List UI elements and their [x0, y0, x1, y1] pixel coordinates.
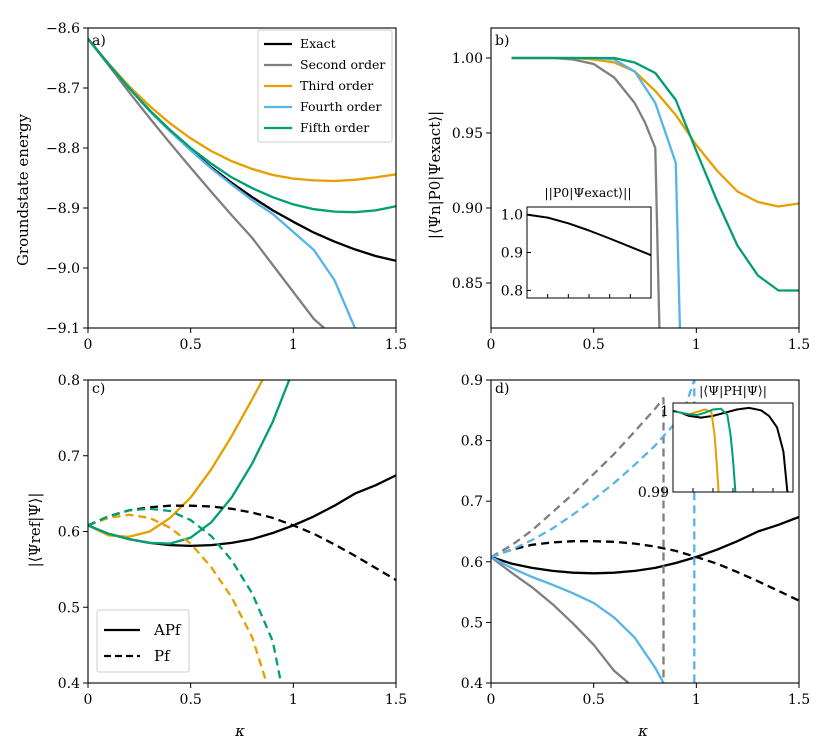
series-fifth-order	[88, 38, 396, 214]
inset-series-exact	[527, 213, 651, 257]
panel-b-inset-title: ||P0|Ψexact⟩||	[544, 185, 631, 200]
y-tick-label: 0.95	[452, 126, 483, 142]
panel-d-inset-title: |⟨Ψ|PH|Ψ⟩|	[699, 383, 767, 398]
panel-b: |⟨Ψn|P0|Ψexact⟩| b) ||P0|Ψexact⟩||	[426, 33, 632, 239]
series-apf-fifth	[88, 380, 291, 545]
inset-y-tick-label: 0.8	[501, 283, 523, 299]
series-pf-third	[88, 513, 268, 683]
y-tick-label: −9.0	[46, 261, 80, 277]
panel-a-plot: 0 0.5 1 1.5 −8.6 −8.7 −8.8 −8.9 −9.0 −9.1	[46, 21, 407, 353]
x-tick-label: 0	[487, 692, 496, 708]
panel-b-label: b)	[495, 33, 509, 49]
panel-a-series	[88, 38, 396, 328]
y-tick-label: 1.00	[452, 51, 483, 67]
legend-second-order: Second order	[300, 57, 385, 72]
y-tick-label: 0.7	[58, 449, 80, 465]
x-tick-label: 1	[692, 692, 701, 708]
inset-y-tick-label: 1	[660, 404, 669, 420]
x-tick-label: 1.5	[385, 337, 407, 353]
x-tick-label: 0	[84, 692, 93, 708]
y-tick-label: −8.6	[46, 21, 80, 37]
panel-d-frame	[490, 379, 800, 684]
y-tick-label: 0.6	[58, 525, 80, 541]
panel-d: κ d) |⟨Ψ|PH|Ψ⟩|	[495, 381, 767, 740]
x-tick-label: 1.5	[788, 692, 810, 708]
series-pf-second	[491, 397, 665, 683]
panel-c-legend: APf Pf	[96, 609, 190, 673]
series-pf-exact	[491, 540, 799, 602]
y-tick-label: 0.85	[452, 276, 483, 292]
panel-c-plot: 0 0.5 1 1.5 0.8 0.7 0.6 0.5 0.4	[58, 373, 407, 708]
panel-c-xlabel: κ	[234, 722, 245, 740]
x-tick-label: 0.5	[583, 692, 605, 708]
y-tick-label: 0.5	[461, 615, 483, 631]
x-tick-label: 0	[487, 337, 496, 353]
y-tick-label: 0.90	[452, 201, 483, 217]
x-tick-label: 0.5	[583, 337, 605, 353]
series-third-order	[88, 38, 396, 183]
panel-b-frame	[490, 27, 800, 329]
y-tick-label: 0.4	[58, 676, 80, 692]
series-fifth-order	[511, 56, 799, 292]
legend-exact: Exact	[300, 36, 336, 51]
panel-c-ylabel: |⟨Ψref|Ψ⟩|	[26, 493, 44, 568]
panel-a-legend: Exact Second order Third order Fourth or…	[257, 29, 393, 143]
legend-pf: Pf	[154, 647, 171, 665]
series-pf-fifth	[88, 507, 283, 683]
legend-fifth-order: Fifth order	[300, 120, 369, 135]
inset-y-tick-label: 0.99	[638, 485, 669, 501]
x-tick-label: 1.5	[788, 337, 810, 353]
x-tick-label: 1.5	[385, 692, 407, 708]
x-tick-label: 1	[692, 337, 701, 353]
panel-a-frame	[87, 27, 397, 329]
panel-b-ylabel: |⟨Ψn|P0|Ψexact⟩|	[426, 111, 444, 239]
y-tick-label: 0.8	[58, 373, 80, 389]
panel-c: |⟨Ψref|Ψ⟩| κ c) APf Pf	[26, 381, 245, 740]
legend-fourth-order: Fourth order	[300, 99, 381, 114]
y-tick-label: 0.7	[461, 494, 483, 510]
y-tick-label: 0.9	[461, 373, 483, 389]
y-tick-label: −8.7	[46, 81, 80, 97]
series-apf-fourth	[491, 555, 665, 683]
x-tick-label: 0.5	[180, 337, 202, 353]
inset-y-tick-label: 0.9	[501, 246, 523, 262]
x-tick-label: 1	[289, 692, 298, 708]
inset-series-exact	[673, 406, 789, 492]
series-apf-third	[88, 380, 264, 538]
y-tick-label: 0.5	[58, 600, 80, 616]
series-second-order	[88, 38, 325, 328]
panel-b-plot: 0 0.5 1 1.5 1.00 0.95 0.90 0.85	[452, 27, 810, 353]
y-tick-label: 0.8	[461, 434, 483, 450]
y-tick-label: −8.9	[46, 201, 80, 217]
y-tick-label: 0.4	[461, 676, 483, 692]
panel-d-label: d)	[495, 381, 509, 397]
panel-d-inset: 10.99	[638, 402, 794, 501]
panel-a-ylabel: Groundstate energy	[14, 113, 32, 266]
panel-b-series	[511, 56, 799, 328]
x-tick-label: 0.5	[180, 692, 202, 708]
panel-d-xlabel: κ	[637, 722, 648, 740]
panel-c-label: c)	[92, 381, 105, 397]
series-apf-second	[491, 556, 630, 683]
series-pf-exact	[88, 504, 396, 581]
legend-apf: APf	[153, 621, 182, 639]
panel-a-label: a)	[92, 33, 106, 49]
inset-y-tick-label: 1.0	[501, 208, 523, 224]
panel-a: Groundstate energy a) Exact Second order…	[14, 29, 393, 266]
legend-third-order: Third order	[300, 78, 373, 93]
inset-series-fifth-order	[673, 407, 737, 492]
x-tick-label: 0	[84, 337, 93, 353]
series-apf-exact	[491, 515, 799, 575]
panel-b-inset: 1.0 0.9 0.8	[501, 206, 652, 299]
y-tick-label: 0.6	[461, 555, 483, 571]
y-tick-label: −8.8	[46, 141, 80, 157]
y-tick-label: −9.1	[46, 321, 80, 337]
x-tick-label: 1	[289, 337, 298, 353]
panel-c-series	[88, 380, 396, 683]
